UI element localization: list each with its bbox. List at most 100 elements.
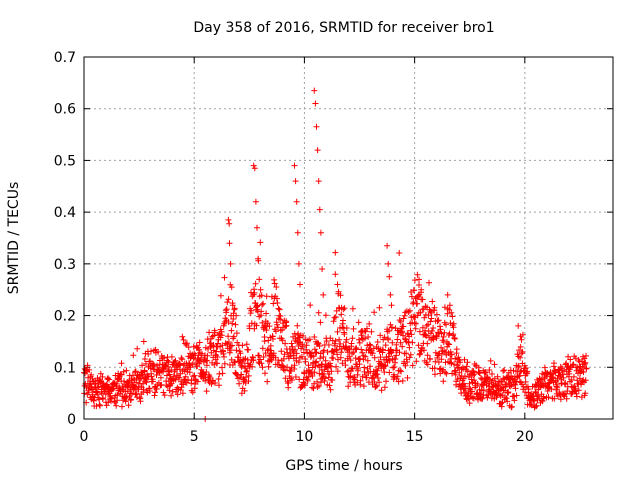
data-point xyxy=(317,229,324,236)
data-point xyxy=(251,289,258,296)
data-point xyxy=(519,348,526,355)
data-point xyxy=(197,358,204,364)
data-point xyxy=(161,392,168,399)
data-point xyxy=(161,354,168,361)
data-point xyxy=(119,403,125,410)
data-point xyxy=(442,369,449,376)
data-point xyxy=(397,367,403,374)
data-point xyxy=(293,350,300,357)
data-point xyxy=(416,276,422,283)
data-point xyxy=(189,389,196,396)
data-point xyxy=(400,323,407,330)
data-point xyxy=(381,384,388,391)
data-point xyxy=(216,382,222,389)
data-point xyxy=(306,336,313,343)
data-point xyxy=(271,276,278,283)
data-point xyxy=(430,336,437,343)
data-point xyxy=(287,353,294,359)
data-point xyxy=(360,352,367,359)
data-point xyxy=(414,300,421,307)
data-point xyxy=(441,329,448,336)
data-point xyxy=(366,341,373,348)
data-point xyxy=(228,284,235,291)
data-point xyxy=(154,362,160,369)
data-point xyxy=(356,361,363,368)
data-point xyxy=(517,354,524,361)
data-point xyxy=(166,387,173,394)
data-point xyxy=(205,371,212,378)
data-point xyxy=(314,384,321,390)
data-point xyxy=(406,307,413,314)
data-point xyxy=(86,366,93,373)
data-point xyxy=(221,274,228,281)
data-point xyxy=(99,373,106,380)
data-point xyxy=(195,346,202,353)
data-point xyxy=(316,343,323,349)
data-point xyxy=(394,373,401,380)
data-point xyxy=(368,328,375,335)
data-point xyxy=(343,325,350,331)
data-point xyxy=(406,354,413,361)
data-point xyxy=(462,383,469,390)
data-point xyxy=(360,383,367,390)
data-point xyxy=(225,333,232,340)
data-point xyxy=(448,309,455,316)
data-point xyxy=(415,292,422,299)
data-point xyxy=(179,390,186,397)
data-point xyxy=(359,349,366,356)
data-point xyxy=(364,325,370,332)
data-point xyxy=(233,330,240,337)
data-point xyxy=(113,402,120,409)
data-point xyxy=(172,357,179,364)
data-point xyxy=(369,350,376,357)
data-point xyxy=(408,293,415,300)
data-point xyxy=(266,323,273,330)
data-point xyxy=(238,371,245,378)
data-point xyxy=(334,281,341,288)
data-point xyxy=(208,381,215,387)
data-point xyxy=(342,362,349,369)
data-point xyxy=(302,358,309,365)
data-point xyxy=(402,362,409,369)
data-point xyxy=(397,318,404,325)
data-point xyxy=(410,299,417,306)
data-point xyxy=(133,390,140,397)
data-point xyxy=(395,331,402,338)
data-point xyxy=(145,351,152,357)
data-point xyxy=(400,315,407,322)
data-point xyxy=(167,381,174,388)
data-point xyxy=(385,336,392,343)
data-point xyxy=(364,357,371,364)
data-point xyxy=(143,360,149,367)
data-point xyxy=(348,340,355,347)
x-tick-label: 20 xyxy=(516,429,534,445)
data-point xyxy=(257,239,264,246)
data-point xyxy=(344,368,351,375)
data-point xyxy=(503,381,510,388)
data-point xyxy=(403,350,410,357)
data-point xyxy=(186,369,193,376)
data-point xyxy=(334,328,341,335)
data-point xyxy=(298,353,305,360)
data-point xyxy=(251,165,258,172)
data-point xyxy=(355,319,362,326)
data-point xyxy=(545,394,552,401)
data-point xyxy=(252,280,259,287)
data-point xyxy=(580,369,587,376)
data-point xyxy=(551,360,557,367)
data-point xyxy=(179,356,186,363)
data-point xyxy=(454,376,461,382)
data-point xyxy=(451,335,458,342)
data-point xyxy=(141,367,148,374)
data-point xyxy=(382,363,389,370)
data-point xyxy=(254,224,260,231)
data-point xyxy=(409,339,416,346)
data-point xyxy=(466,380,473,387)
data-point xyxy=(419,296,426,303)
data-point xyxy=(315,309,322,316)
data-point xyxy=(189,361,196,368)
data-point xyxy=(152,389,159,396)
data-point xyxy=(204,357,211,364)
data-point xyxy=(567,356,574,363)
